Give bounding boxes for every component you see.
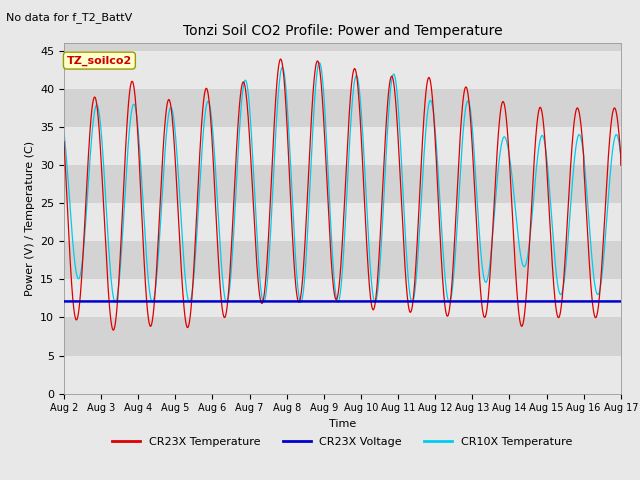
Title: Tonzi Soil CO2 Profile: Power and Temperature: Tonzi Soil CO2 Profile: Power and Temper… — [182, 24, 502, 38]
Bar — [64, 51, 621, 89]
Bar — [64, 127, 621, 165]
Bar — [64, 279, 621, 317]
Text: TZ_soilco2: TZ_soilco2 — [67, 56, 132, 66]
Bar — [64, 317, 621, 356]
Bar — [64, 89, 621, 127]
Bar — [64, 356, 621, 394]
Bar — [64, 241, 621, 279]
X-axis label: Time: Time — [329, 419, 356, 429]
Y-axis label: Power (V) / Temperature (C): Power (V) / Temperature (C) — [24, 141, 35, 296]
Legend: CR23X Temperature, CR23X Voltage, CR10X Temperature: CR23X Temperature, CR23X Voltage, CR10X … — [108, 432, 577, 451]
Bar — [64, 203, 621, 241]
Text: No data for f_T2_BattV: No data for f_T2_BattV — [6, 12, 132, 23]
Bar — [64, 165, 621, 203]
